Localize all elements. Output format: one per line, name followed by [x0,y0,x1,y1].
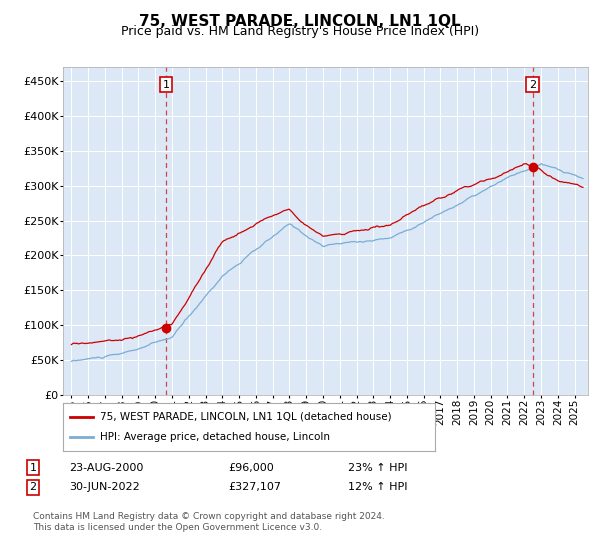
Text: Contains HM Land Registry data © Crown copyright and database right 2024.
This d: Contains HM Land Registry data © Crown c… [33,512,385,532]
Text: £96,000: £96,000 [228,463,274,473]
Text: £327,107: £327,107 [228,482,281,492]
Text: 23% ↑ HPI: 23% ↑ HPI [348,463,407,473]
Text: 30-JUN-2022: 30-JUN-2022 [69,482,140,492]
Text: 2: 2 [29,482,37,492]
Text: 1: 1 [29,463,37,473]
Text: 75, WEST PARADE, LINCOLN, LN1 1QL: 75, WEST PARADE, LINCOLN, LN1 1QL [139,14,461,29]
Text: HPI: Average price, detached house, Lincoln: HPI: Average price, detached house, Linc… [100,432,330,442]
Text: 23-AUG-2000: 23-AUG-2000 [69,463,143,473]
Text: 1: 1 [163,80,170,90]
Text: 12% ↑ HPI: 12% ↑ HPI [348,482,407,492]
Text: Price paid vs. HM Land Registry's House Price Index (HPI): Price paid vs. HM Land Registry's House … [121,25,479,38]
Text: 2: 2 [529,80,536,90]
Text: 75, WEST PARADE, LINCOLN, LN1 1QL (detached house): 75, WEST PARADE, LINCOLN, LN1 1QL (detac… [100,412,392,422]
